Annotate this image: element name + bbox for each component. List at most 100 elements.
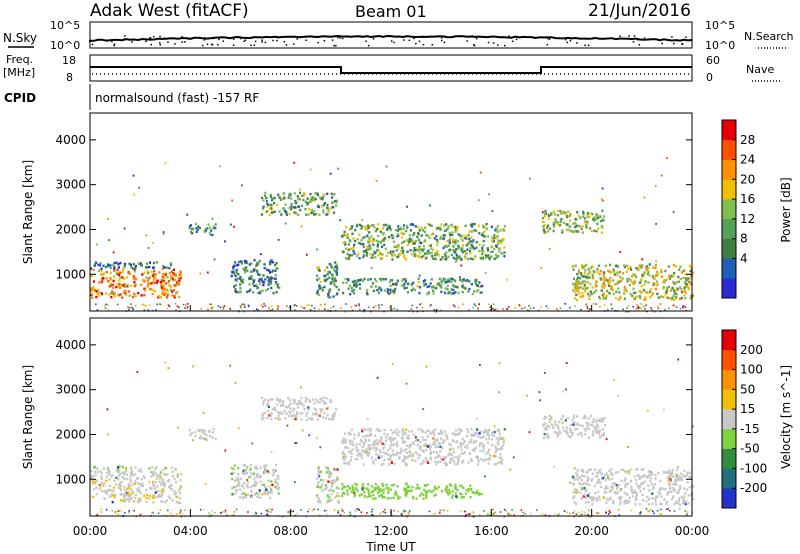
echo-cell [358,257,361,260]
noise-point [305,39,307,41]
echo-cell [501,436,504,440]
echo-cell [125,491,128,495]
echo-cell [106,303,109,306]
echo-cell [586,426,589,430]
echo-cell [673,272,676,275]
echo-cell [451,456,454,459]
echo-cell [348,254,352,257]
echo-cell [414,239,418,243]
echo-cell [247,511,249,513]
echo-cell [302,198,305,202]
echo-cell [142,279,145,282]
echo-cell [415,438,418,441]
echo-cell [653,512,655,515]
echo-cell [683,287,686,290]
echo-cell [598,498,601,501]
echo-cell [392,250,395,253]
echo-cell [689,476,692,479]
echo-cell [259,282,262,285]
echo-cell [406,205,408,208]
echo-cell [271,211,274,214]
echo-cell [108,489,111,492]
echo-cell [412,281,415,285]
colorbar-tick-label: 16 [740,192,755,206]
echo-cell [300,509,302,511]
echo-cell [487,462,490,465]
echo-cell [274,485,277,488]
echo-cell [646,495,649,499]
echo-cell [370,456,373,459]
echo-cell [138,489,141,492]
echo-cell [179,485,182,488]
echo-cell [358,283,361,286]
echo-cell [643,305,645,308]
echo-cell [391,236,394,240]
echo-cell [238,310,240,313]
echo-cell [596,222,599,226]
echo-cell [492,303,495,306]
echo-cell [199,435,202,438]
echo-cell [393,292,396,295]
echo-cell [493,233,496,237]
colorbar-tick-label: 20 [740,172,755,186]
echo-cell [233,225,235,228]
echo-cell [106,433,109,436]
echo-cell [312,398,315,401]
echo-cell [106,471,109,475]
echo-cell [267,287,270,291]
echo-cell [659,479,662,483]
echo-cell [252,280,255,283]
echo-cell [448,239,451,242]
echo-cell [242,463,245,467]
echo-cell [548,421,551,424]
echo-cell [579,282,582,285]
echo-cell [180,509,182,512]
echo-cell [583,481,586,485]
echo-cell [363,236,366,239]
echo-cell [638,290,641,293]
noise-right-label: N.Search [744,30,794,43]
echo-cell [449,279,453,282]
echo-cell [141,273,144,276]
echo-cell [562,426,565,429]
echo-cell [474,446,477,450]
echo-cell [94,263,97,266]
echo-cell [413,254,416,258]
echo-cell [353,493,357,496]
echo-cell [581,474,584,477]
echo-cell [442,509,444,511]
echo-cell [466,443,469,447]
echo-cell [277,193,280,196]
echo-cell [623,297,626,300]
echo-cell [128,272,132,276]
echo-cell [404,494,408,497]
echo-cell [623,286,626,289]
echo-cell [98,483,101,487]
echo-cell [234,284,237,287]
echo-cell [360,226,363,229]
echo-cell [459,510,462,513]
echo-cell [311,198,314,202]
echo-cell [126,283,129,287]
echo-cell [198,226,201,230]
echo-cell [446,437,449,440]
echo-cell [157,294,160,298]
echo-cell [246,269,249,272]
echo-cell [663,498,666,501]
echo-cell [557,426,560,429]
echo-cell [248,476,251,479]
echo-cell [475,278,478,282]
echo-cell [140,470,143,473]
echo-cell [412,497,415,500]
echo-cell [417,281,421,284]
echo-cell [639,297,642,300]
echo-cell [488,457,491,460]
echo-cell [110,475,113,478]
echo-cell [234,492,237,495]
echo-cell [428,244,431,247]
echo-cell [249,467,252,471]
echo-cell [316,290,319,293]
echo-cell [574,428,577,431]
echo-cell [654,185,657,188]
echo-cell [122,499,125,503]
